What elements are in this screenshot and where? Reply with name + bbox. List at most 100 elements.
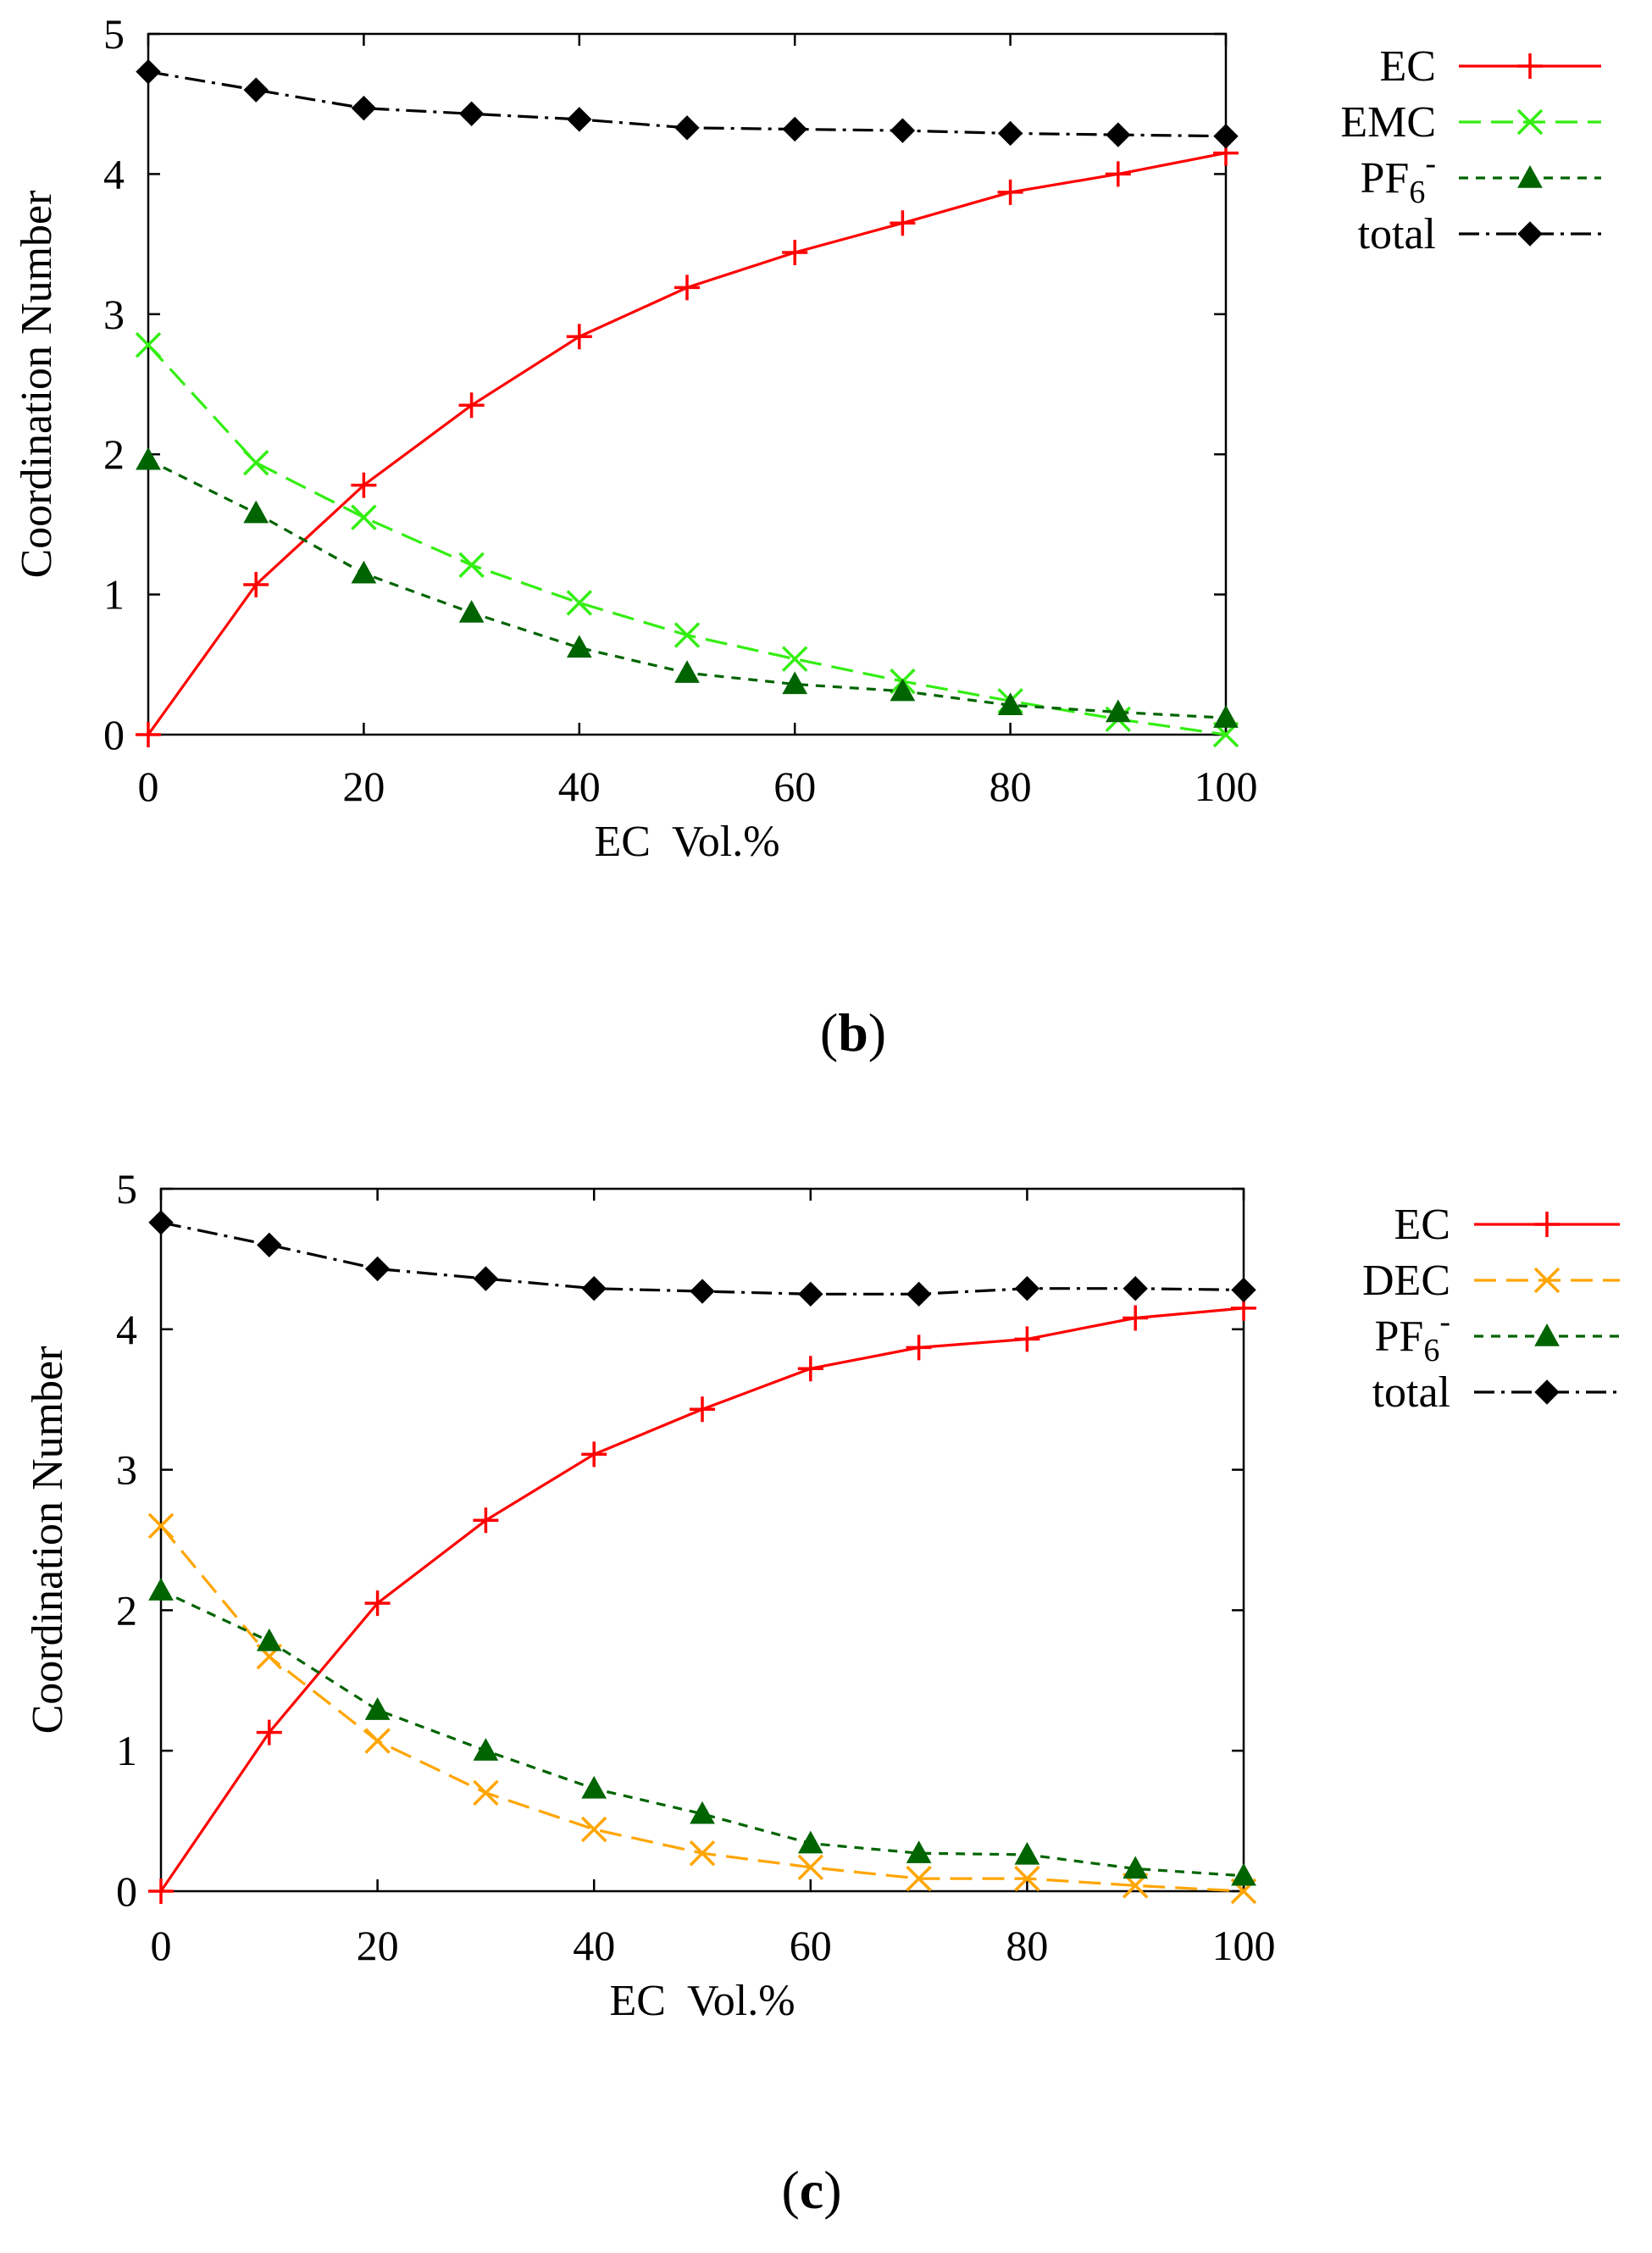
diamond-marker xyxy=(906,1281,932,1307)
plus-marker xyxy=(782,240,808,266)
diamond-marker xyxy=(581,1276,607,1301)
plus-marker xyxy=(243,572,269,598)
triangle-marker xyxy=(690,1801,715,1824)
y-axis-title: Coordination Number xyxy=(24,1346,72,1734)
diamond-marker xyxy=(1517,221,1543,247)
triangle-marker xyxy=(136,447,161,470)
triangle-marker xyxy=(1517,164,1543,188)
x-marker xyxy=(242,449,269,476)
plus-marker xyxy=(674,275,700,301)
diamond-marker xyxy=(458,101,485,126)
triangle-marker xyxy=(797,1830,823,1854)
x-marker xyxy=(580,1816,607,1843)
diamond-marker xyxy=(1123,1276,1148,1301)
panel-label: (c) xyxy=(781,2160,841,2220)
series-line xyxy=(147,70,1227,138)
y-axis: 0 1 2 3 4 5 xyxy=(103,10,1226,758)
triangle-marker xyxy=(997,692,1023,715)
series-line xyxy=(160,1221,1245,1296)
plus-marker xyxy=(256,1719,282,1745)
y-tick-label: 0 xyxy=(103,711,125,758)
x-tick-label: 60 xyxy=(773,763,816,810)
y-tick-label: 4 xyxy=(103,150,125,197)
x-axis: 0 20 40 60 80 100 xyxy=(138,34,1258,810)
legend-label: EC xyxy=(1394,1201,1450,1249)
diamond-marker xyxy=(1534,1379,1560,1405)
triangle-marker xyxy=(458,600,485,623)
plot-frame xyxy=(147,32,1228,736)
x-marker xyxy=(473,1779,499,1806)
y-tick-label: 4 xyxy=(116,1306,137,1353)
plot-frame xyxy=(159,1187,1245,1893)
diamond-marker xyxy=(364,1256,391,1282)
y-tick-label: 2 xyxy=(103,430,125,478)
diamond-marker xyxy=(136,58,161,85)
x-tick-label: 80 xyxy=(1006,1922,1048,1969)
x-marker xyxy=(147,1512,175,1540)
diamond-marker xyxy=(1213,124,1239,149)
y-tick-label: 1 xyxy=(103,571,125,619)
diamond-marker xyxy=(674,115,700,141)
plus-marker xyxy=(1534,1212,1560,1237)
x-tick-label: 20 xyxy=(342,763,385,810)
triangle-marker xyxy=(566,635,592,658)
legend-label: EMC xyxy=(1340,98,1436,147)
diamond-marker xyxy=(782,116,807,142)
legend-label: EC xyxy=(1380,42,1436,91)
y-tick-label: 3 xyxy=(116,1446,137,1494)
y-tick-label: 2 xyxy=(116,1586,137,1634)
triangle-marker xyxy=(148,1578,174,1601)
x-tick-label: 20 xyxy=(357,1922,399,1969)
y-tick-label: 1 xyxy=(116,1727,137,1774)
legend-label: DEC xyxy=(1362,1257,1450,1305)
triangle-marker xyxy=(782,671,808,695)
triangle-marker xyxy=(351,560,377,584)
series-ec xyxy=(136,140,1239,747)
series-total xyxy=(148,1210,1256,1307)
plus-marker xyxy=(351,472,377,498)
plus-marker xyxy=(458,392,485,419)
x-marker xyxy=(458,552,485,579)
triangle-marker xyxy=(1105,699,1131,723)
x-marker xyxy=(689,1840,716,1867)
x-marker xyxy=(351,504,377,530)
y-tick-label: 0 xyxy=(116,1867,137,1915)
triangle-marker xyxy=(364,1697,391,1720)
diamond-marker xyxy=(243,77,269,103)
x-tick-label: 0 xyxy=(151,1922,172,1969)
x-tick-label: 60 xyxy=(790,1922,832,1969)
x-axis: 0 20 40 60 80 100 xyxy=(151,1189,1276,1969)
chart-panel-b: 0 20 40 60 80 100 0 1 2 3 4 5 EC Vol.% Coordination N… xyxy=(13,10,1601,1063)
triangle-marker xyxy=(890,678,916,702)
x-axis-title: EC Vol.% xyxy=(594,818,779,866)
x-tick-label: 100 xyxy=(1195,763,1258,810)
diamond-marker xyxy=(257,1232,282,1258)
plus-marker xyxy=(1123,1305,1149,1331)
y-axis: 0 1 2 3 4 5 xyxy=(116,1165,1244,1915)
plus-marker xyxy=(906,1335,932,1361)
triangle-marker xyxy=(473,1738,499,1761)
y-axis-title: Coordination Number xyxy=(13,191,61,579)
plus-marker xyxy=(997,179,1023,205)
x-marker xyxy=(1533,1267,1561,1294)
triangle-marker xyxy=(1123,1856,1149,1879)
legend-label: PF6- xyxy=(1375,1304,1451,1368)
x-marker xyxy=(135,331,162,358)
triangle-marker xyxy=(1213,705,1239,728)
diamond-marker xyxy=(567,107,592,132)
x-axis-title: EC Vol.% xyxy=(609,1977,795,2025)
diamond-marker xyxy=(798,1281,823,1307)
x-marker xyxy=(566,590,593,616)
plus-marker xyxy=(690,1396,715,1423)
plus-marker xyxy=(797,1356,823,1382)
triangle-marker xyxy=(256,1628,282,1651)
plus-marker xyxy=(566,324,592,350)
x-tick-label: 100 xyxy=(1212,1922,1276,1969)
x-tick-label: 40 xyxy=(558,763,601,810)
plus-marker xyxy=(364,1590,391,1617)
x-marker xyxy=(1014,1865,1040,1892)
series-ec xyxy=(148,1295,1256,1904)
